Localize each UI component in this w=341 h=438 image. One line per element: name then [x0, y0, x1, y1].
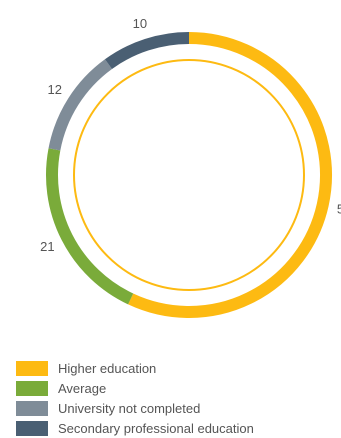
legend-item: Higher education: [16, 358, 254, 378]
slice-data-label: 12: [48, 82, 62, 97]
donut-chart: 57 21 12 10: [40, 16, 341, 318]
inner-ring: [73, 59, 305, 291]
slice-data-label: 10: [133, 16, 147, 31]
legend-swatch: [16, 380, 48, 396]
donut-slice: [128, 32, 332, 318]
slice-data-label: 57: [337, 202, 341, 217]
donut-slice: [46, 148, 134, 305]
legend-label: Secondary professional education: [58, 420, 254, 436]
legend-swatch: [16, 360, 48, 376]
donut-slice: [104, 32, 190, 70]
legend-item: Average: [16, 378, 254, 398]
legend-label: University not completed: [58, 400, 201, 416]
donut-slice: [48, 59, 113, 151]
legend-label: Average: [58, 380, 107, 396]
legend-swatch: [16, 400, 48, 416]
chart-legend: Higher education Average University not …: [16, 358, 254, 438]
slice-data-label: 21: [40, 239, 54, 254]
legend-label: Higher education: [58, 360, 157, 376]
legend-item: Secondary professional education: [16, 418, 254, 438]
legend-item: University not completed: [16, 398, 254, 418]
legend-swatch: [16, 420, 48, 436]
